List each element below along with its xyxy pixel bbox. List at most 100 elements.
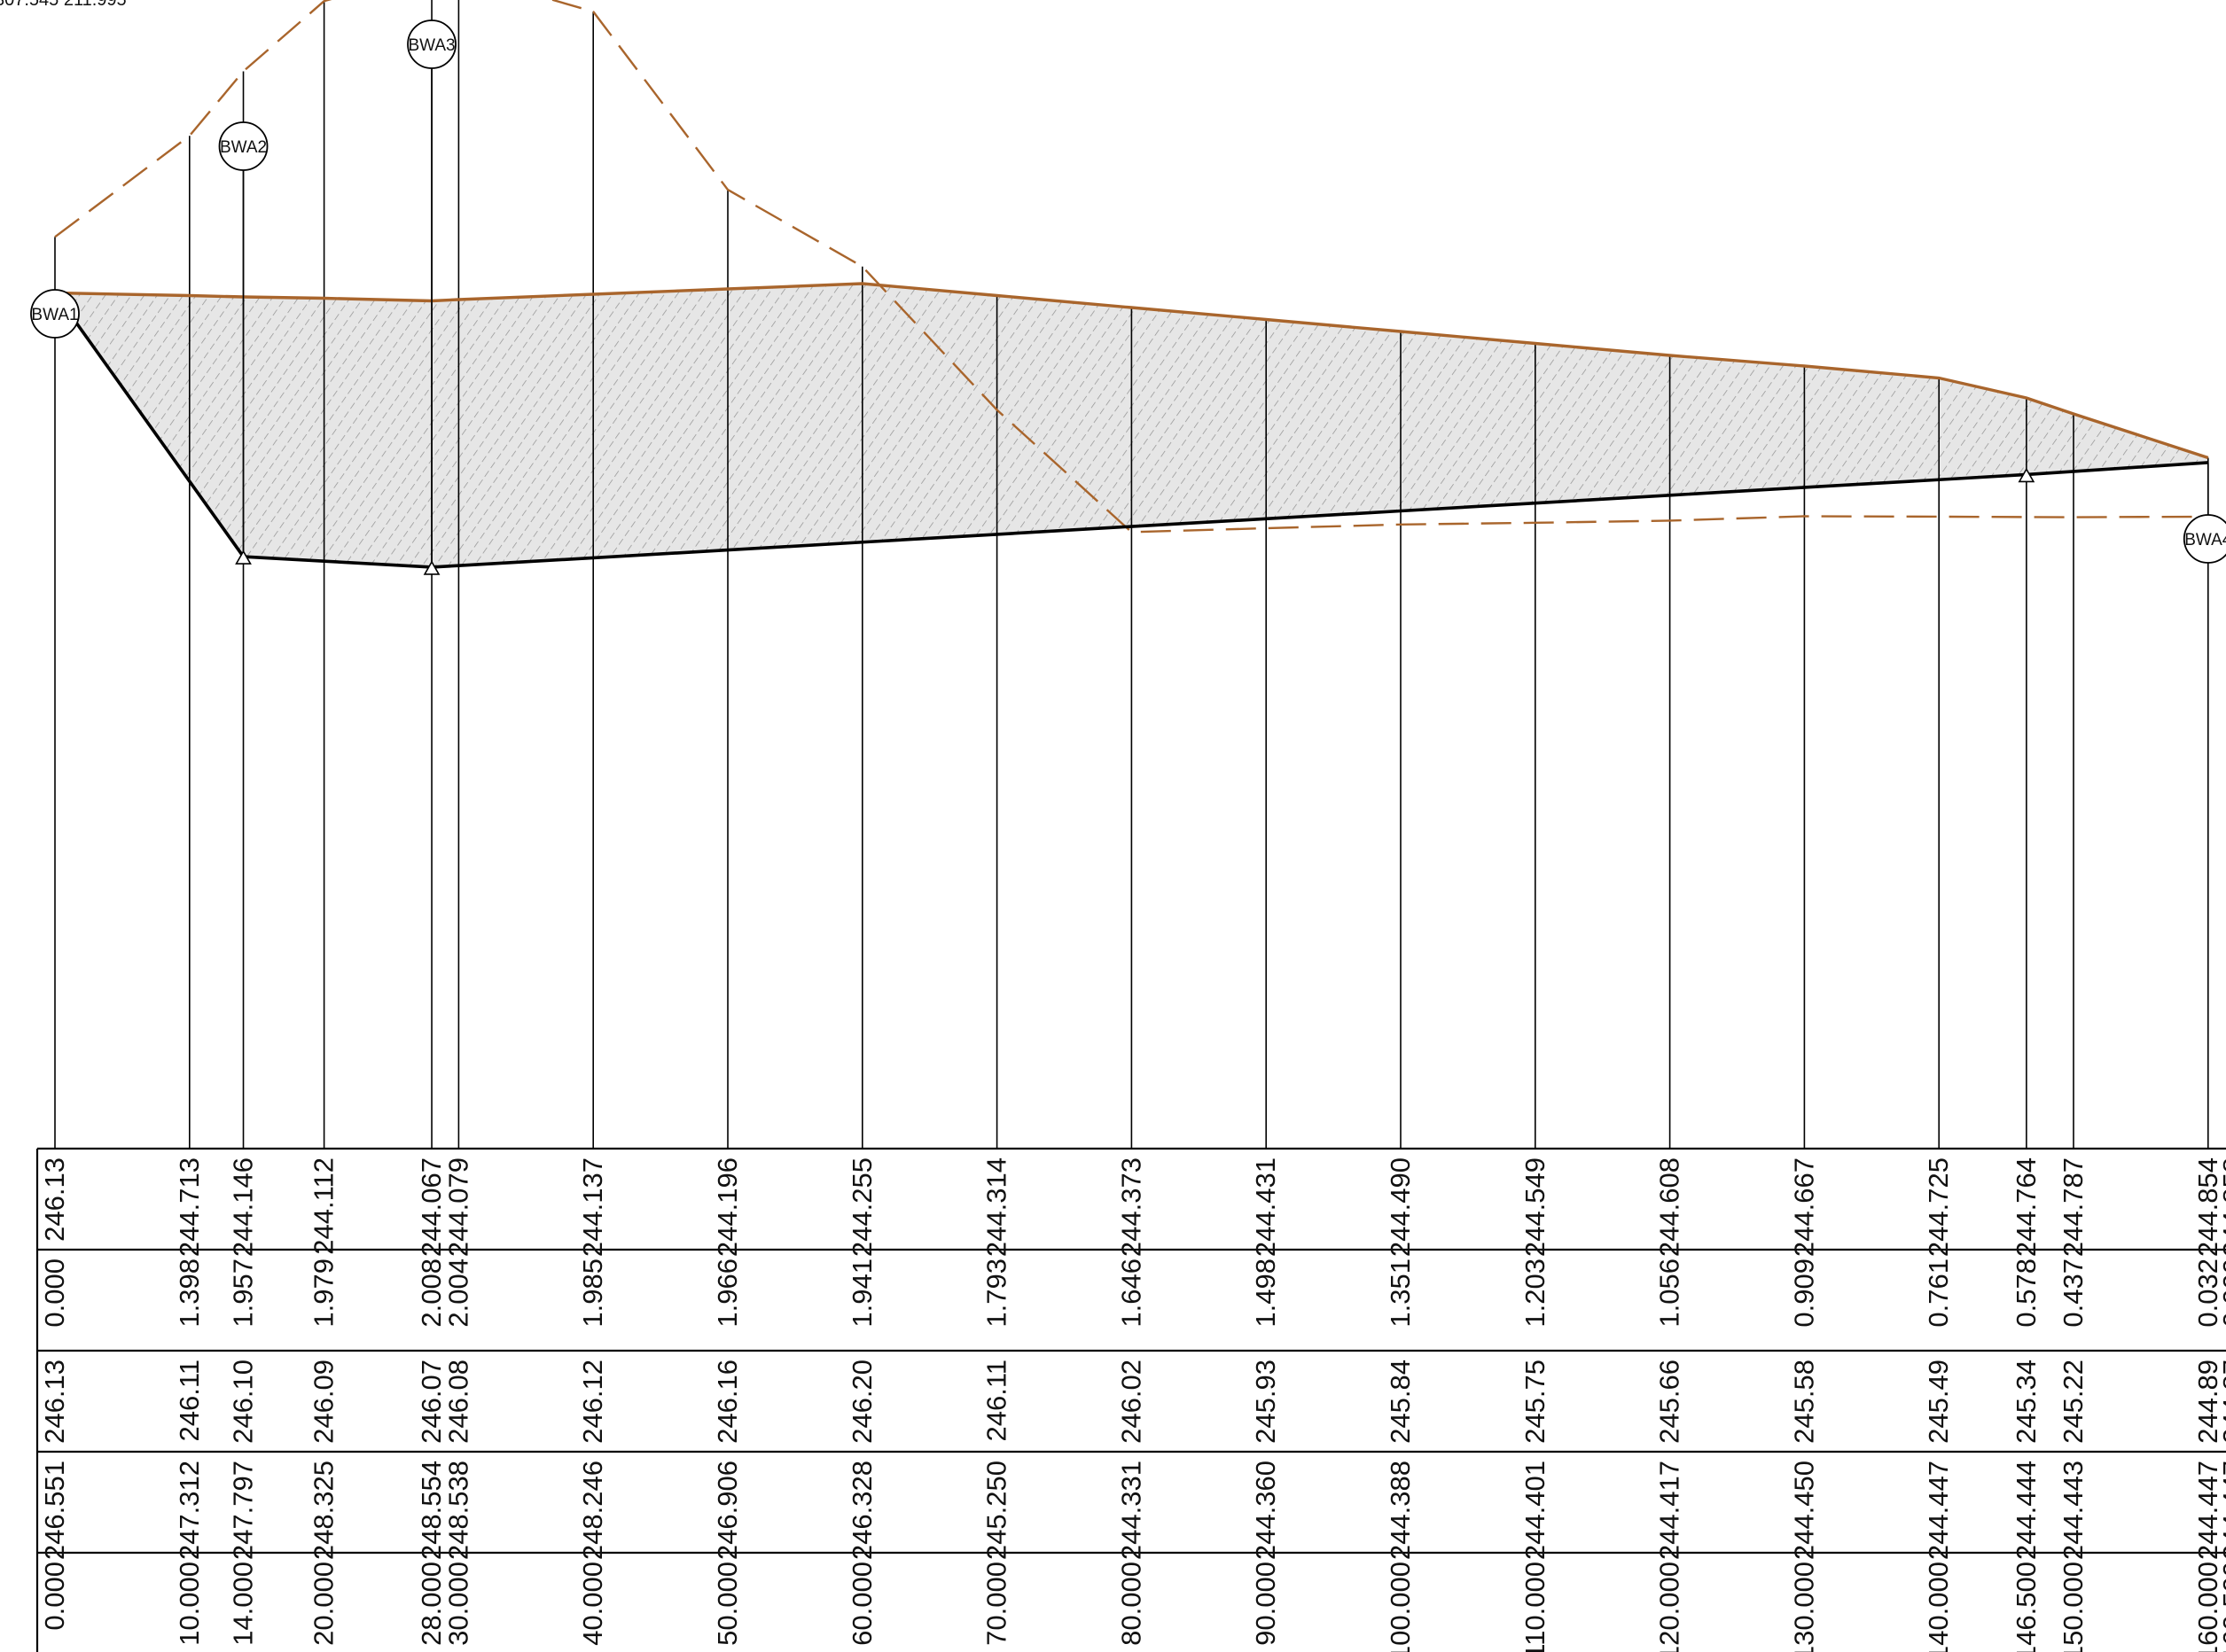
table-cell: 28.000 bbox=[416, 1562, 447, 1646]
table-cell: 1.351 bbox=[1385, 1258, 1416, 1328]
table-cell: 1.966 bbox=[712, 1258, 743, 1328]
table-cell: 244.067 bbox=[416, 1157, 447, 1257]
table-cell: 245.22 bbox=[2058, 1360, 2089, 1444]
table-cell: 244.388 bbox=[1385, 1461, 1416, 1560]
table-cell: 100.000 bbox=[1385, 1562, 1416, 1652]
table-cell: 248.246 bbox=[577, 1461, 608, 1560]
manhole-marker-bwa4: BWA4 bbox=[2183, 462, 2226, 564]
table-cell: 1.398 bbox=[174, 1258, 205, 1328]
table-cell: 244.431 bbox=[1250, 1157, 1281, 1257]
pipe-invert-profile bbox=[53, 292, 2208, 569]
table-cell: 2.008 bbox=[416, 1258, 447, 1328]
table-cell: 1.985 bbox=[577, 1258, 608, 1328]
table-cell: 120.000 bbox=[1654, 1562, 1685, 1652]
table-cell: 70.000 bbox=[981, 1562, 1012, 1646]
table-cell: 246.328 bbox=[847, 1461, 878, 1560]
marker-circle bbox=[218, 121, 269, 171]
table-cell: 245.49 bbox=[1923, 1360, 1954, 1444]
table-cell: 1.203 bbox=[1519, 1258, 1550, 1328]
table-cell: 244.443 bbox=[2058, 1461, 2089, 1560]
table-cell: 244.137 bbox=[577, 1157, 608, 1257]
table-cell: 244.079 bbox=[442, 1157, 473, 1257]
table-cell: 244.196 bbox=[712, 1157, 743, 1257]
table-cell: 244.87 bbox=[2217, 1360, 2226, 1444]
table-cell: 2.004 bbox=[442, 1258, 473, 1328]
table-cell: 246.10 bbox=[228, 1360, 259, 1444]
station-verticals bbox=[54, 0, 2209, 1149]
table-cell: 1.941 bbox=[847, 1258, 878, 1328]
marker-label: BWA3 bbox=[408, 36, 455, 55]
table-cell: 244.331 bbox=[1115, 1461, 1146, 1560]
table-cell: 246.11 bbox=[174, 1360, 205, 1442]
data-table: 246.130.000246.13246.5510.000244.7131.39… bbox=[35, 1147, 2226, 1652]
marker-label: BWA1 bbox=[31, 306, 78, 324]
design-level-line bbox=[54, 282, 2209, 460]
table-cell: 244.401 bbox=[1519, 1461, 1550, 1560]
table-cell: 110.000 bbox=[1519, 1562, 1550, 1652]
table-cell: 30.000 bbox=[442, 1562, 473, 1646]
table-cell: 244.858 bbox=[2217, 1157, 2226, 1257]
table-cell: 246.16 bbox=[712, 1360, 743, 1444]
table-cell: 246.20 bbox=[847, 1360, 878, 1444]
table-cell: 244.450 bbox=[1788, 1461, 1819, 1560]
table-cell: 20.000 bbox=[309, 1562, 340, 1646]
table-cell: 160.000 bbox=[2192, 1562, 2223, 1652]
table-cell: 0.909 bbox=[1788, 1258, 1819, 1328]
table-cell: 246.12 bbox=[577, 1360, 608, 1444]
table-cell: 245.58 bbox=[1788, 1360, 1819, 1444]
table-cell: 247.797 bbox=[228, 1461, 259, 1560]
table-cell: 244.444 bbox=[2011, 1461, 2042, 1560]
table-cell: 1.498 bbox=[1250, 1258, 1281, 1328]
table-cell: 0.437 bbox=[2058, 1258, 2089, 1328]
table-cell: 60.000 bbox=[847, 1562, 878, 1646]
table-cell: 244.608 bbox=[1654, 1157, 1685, 1257]
invert-triangle bbox=[423, 560, 441, 575]
table-cell: 0.000 bbox=[2217, 1258, 2226, 1328]
table-cell: 246.13 bbox=[39, 1157, 70, 1242]
table-cell: 244.787 bbox=[2058, 1157, 2089, 1257]
table-cell: 140.000 bbox=[1923, 1562, 1954, 1652]
table-cell: 244.146 bbox=[228, 1157, 259, 1257]
table-cell: 1.793 bbox=[981, 1258, 1012, 1328]
marker-label: BWA4 bbox=[2184, 531, 2226, 549]
table-cell: 0.000 bbox=[39, 1562, 70, 1631]
table-cell: 245.250 bbox=[981, 1461, 1012, 1560]
marker-circle bbox=[2183, 514, 2226, 564]
table-cell: 245.34 bbox=[2011, 1360, 2042, 1444]
table-cell: 244.447 bbox=[2217, 1461, 2226, 1560]
table-cell: 0.761 bbox=[1923, 1258, 1954, 1328]
table-cell: 80.000 bbox=[1115, 1562, 1146, 1646]
table-cell: 130.000 bbox=[1788, 1562, 1819, 1652]
table-cell: 246.551 bbox=[39, 1461, 70, 1560]
table-cell: 40.000 bbox=[577, 1562, 608, 1646]
table-cell: 244.667 bbox=[1788, 1157, 1819, 1257]
existing-ground-line bbox=[54, 0, 2208, 534]
table-cell: 160.500 bbox=[2217, 1562, 2226, 1652]
table-cell: 14.000 bbox=[228, 1562, 259, 1646]
table-cell: 244.360 bbox=[1250, 1461, 1281, 1560]
manhole-marker-bwa2: BWA2 bbox=[218, 121, 269, 565]
table-cell: 247.312 bbox=[174, 1461, 205, 1560]
table-cell: 1.646 bbox=[1115, 1258, 1146, 1328]
table-cell: 244.314 bbox=[981, 1157, 1012, 1257]
table-cell: 246.09 bbox=[309, 1360, 340, 1444]
table-cell: 1.056 bbox=[1654, 1258, 1685, 1328]
table-cell: 245.84 bbox=[1385, 1360, 1416, 1444]
table-cell: 50.000 bbox=[712, 1562, 743, 1646]
table-cell: 90.000 bbox=[1250, 1562, 1281, 1646]
table-cell: 246.11 bbox=[981, 1360, 1012, 1442]
table-cell: 246.08 bbox=[442, 1360, 473, 1444]
existing-ground-profile bbox=[54, 0, 2208, 534]
table-cell: 248.538 bbox=[442, 1461, 473, 1560]
marker-label: BWA2 bbox=[220, 138, 267, 157]
table-cell: 244.490 bbox=[1385, 1157, 1416, 1257]
table-cell: 10.000 bbox=[174, 1562, 205, 1646]
table-cell: 244.764 bbox=[2011, 1157, 2042, 1257]
table-cell: 150.000 bbox=[2058, 1562, 2089, 1652]
invert-triangle bbox=[2018, 467, 2035, 483]
table-cell: 0.578 bbox=[2011, 1258, 2042, 1328]
table-cell: 146.500 bbox=[2011, 1562, 2042, 1652]
table-cell: 1.957 bbox=[228, 1258, 259, 1328]
table-cell: 248.554 bbox=[416, 1461, 447, 1560]
